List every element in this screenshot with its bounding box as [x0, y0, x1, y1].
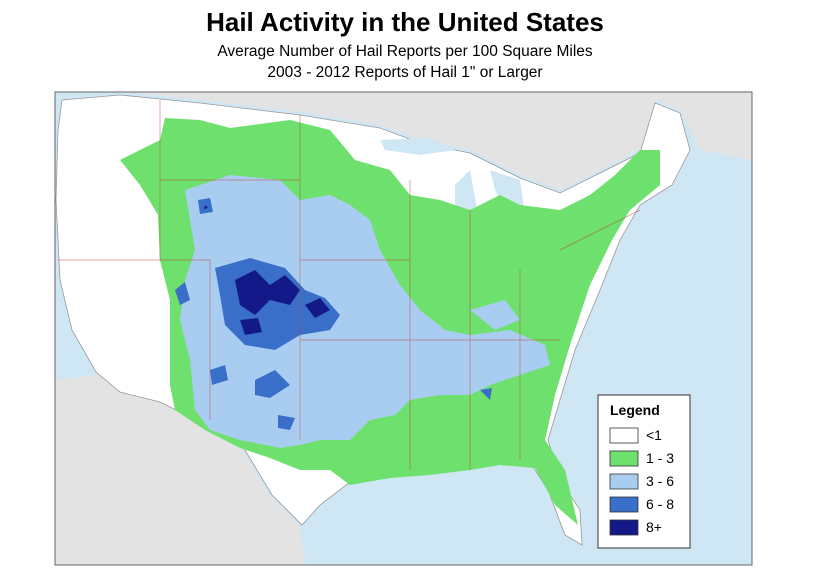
legend-swatch	[609, 450, 639, 467]
hail-zone-6-8	[175, 198, 492, 430]
map-subtitle: 2003 - 2012 Reports of Hail 1" or Larger	[267, 64, 542, 81]
legend-label: 8+	[646, 519, 662, 535]
mexico	[55, 375, 305, 565]
legend-title: Legend	[610, 402, 660, 418]
legend-swatch	[609, 427, 639, 444]
map-frame	[54, 91, 753, 566]
legend-label: 1 - 3	[646, 450, 674, 466]
legend-swatch	[609, 519, 639, 536]
map-subtitle: Average Number of Hail Reports per 100 S…	[217, 43, 593, 60]
state-borders	[58, 100, 641, 470]
great-lakes	[380, 138, 605, 250]
legend: Legend <1 1 - 3 3 - 6 6 - 8 8+	[597, 394, 691, 549]
legend-swatch	[609, 473, 639, 490]
canada	[55, 92, 752, 190]
legend-label: 6 - 8	[646, 496, 674, 512]
legend-label: 3 - 6	[646, 473, 674, 489]
legend-label: <1	[646, 427, 662, 443]
map-title: Hail Activity in the United States	[206, 7, 604, 37]
legend-swatch	[609, 496, 639, 513]
map	[54, 91, 753, 566]
